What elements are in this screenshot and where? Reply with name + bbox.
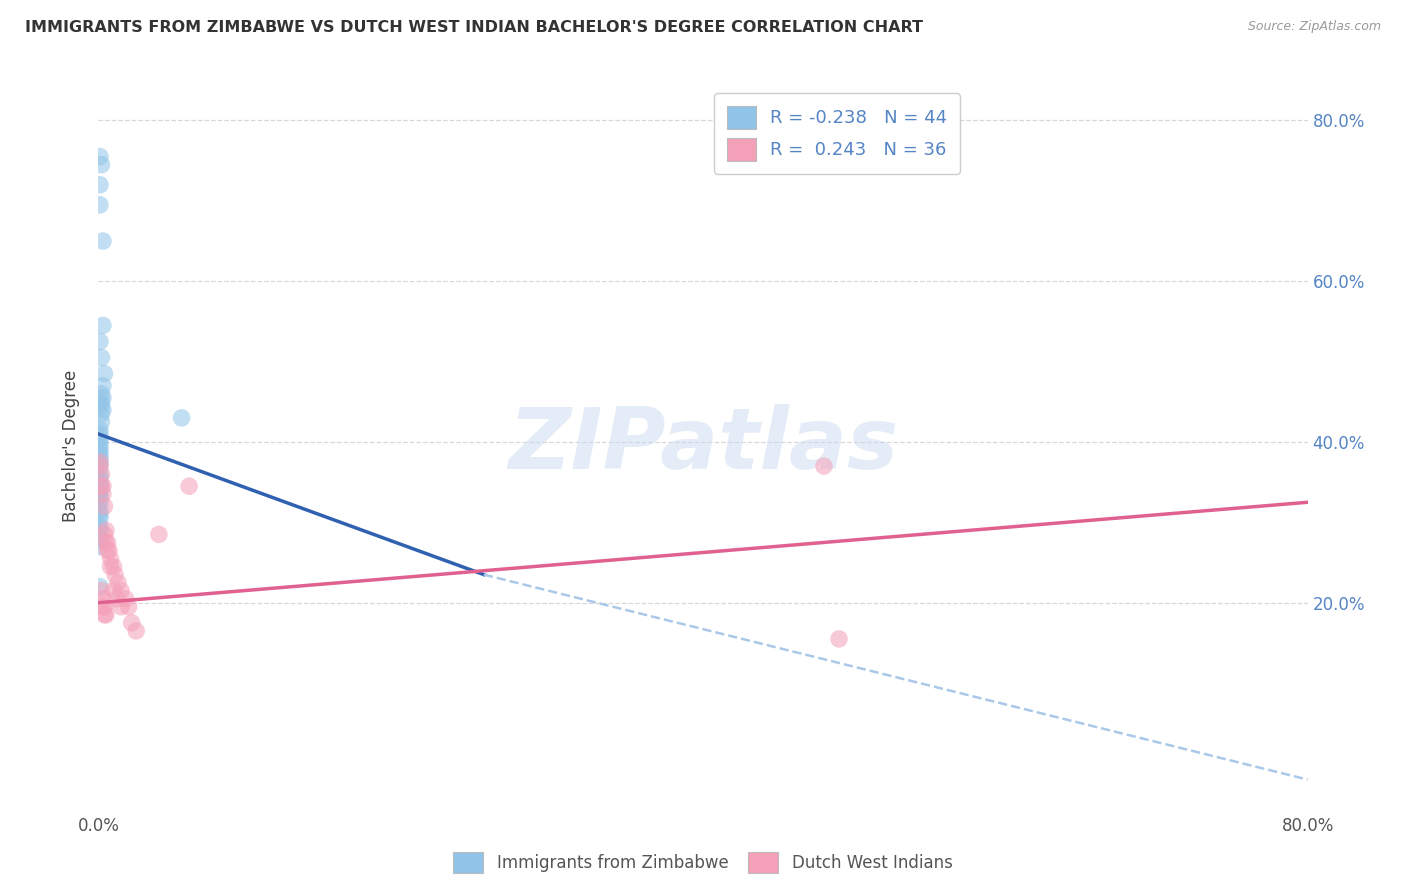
- Point: [121, 615, 143, 630]
- Point: [89, 431, 111, 445]
- Point: [89, 519, 111, 533]
- Point: [89, 198, 111, 212]
- Point: [89, 451, 111, 466]
- Point: [89, 439, 111, 453]
- Point: [90, 407, 112, 421]
- Point: [90, 415, 112, 429]
- Point: [90, 351, 112, 365]
- Point: [148, 527, 170, 541]
- Point: [91, 487, 114, 501]
- Point: [105, 591, 128, 606]
- Point: [110, 599, 132, 614]
- Point: [89, 487, 111, 501]
- Point: [179, 479, 201, 493]
- Point: [89, 434, 111, 449]
- Point: [93, 367, 115, 381]
- Point: [89, 503, 111, 517]
- Point: [90, 158, 112, 172]
- Point: [104, 567, 127, 582]
- Point: [91, 378, 114, 392]
- Text: Source: ZipAtlas.com: Source: ZipAtlas.com: [1247, 20, 1381, 33]
- Point: [91, 591, 114, 606]
- Point: [107, 575, 129, 590]
- Y-axis label: Bachelor's Degree: Bachelor's Degree: [62, 370, 80, 522]
- Point: [110, 583, 132, 598]
- Point: [89, 511, 111, 525]
- Point: [91, 391, 114, 405]
- Point: [89, 479, 111, 493]
- Text: ZIPatlas: ZIPatlas: [508, 404, 898, 488]
- Point: [89, 150, 111, 164]
- Point: [89, 495, 111, 509]
- Point: [89, 459, 111, 474]
- Point: [89, 426, 111, 441]
- Point: [89, 508, 111, 522]
- Point: [89, 423, 111, 437]
- Point: [91, 479, 114, 493]
- Point: [89, 447, 111, 461]
- Point: [90, 467, 112, 482]
- Point: [91, 599, 114, 614]
- Point: [103, 559, 125, 574]
- Point: [100, 551, 122, 566]
- Point: [93, 599, 115, 614]
- Point: [96, 543, 118, 558]
- Point: [90, 394, 112, 409]
- Point: [89, 483, 111, 498]
- Point: [89, 471, 111, 485]
- Point: [118, 599, 141, 614]
- Point: [100, 559, 122, 574]
- Point: [813, 459, 835, 474]
- Point: [89, 178, 111, 192]
- Point: [89, 532, 111, 546]
- Point: [89, 334, 111, 349]
- Point: [93, 527, 115, 541]
- Point: [103, 583, 125, 598]
- Point: [125, 624, 148, 638]
- Point: [89, 540, 111, 554]
- Point: [114, 591, 136, 606]
- Text: IMMIGRANTS FROM ZIMBABWE VS DUTCH WEST INDIAN BACHELOR'S DEGREE CORRELATION CHAR: IMMIGRANTS FROM ZIMBABWE VS DUTCH WEST I…: [25, 20, 924, 35]
- Point: [90, 479, 112, 493]
- Point: [89, 467, 111, 482]
- Point: [94, 524, 117, 538]
- Point: [89, 475, 111, 490]
- Point: [94, 607, 117, 622]
- Point: [90, 583, 112, 598]
- Point: [170, 410, 193, 425]
- Point: [93, 607, 115, 622]
- Point: [89, 455, 111, 469]
- Point: [91, 234, 114, 248]
- Point: [89, 491, 111, 506]
- Point: [91, 318, 114, 333]
- Point: [96, 535, 118, 549]
- Point: [89, 524, 111, 538]
- Legend: Immigrants from Zimbabwe, Dutch West Indians: Immigrants from Zimbabwe, Dutch West Ind…: [447, 846, 959, 880]
- Point: [89, 459, 111, 474]
- Point: [94, 535, 117, 549]
- Point: [828, 632, 851, 646]
- Point: [91, 402, 114, 417]
- Point: [93, 500, 115, 514]
- Point: [90, 399, 112, 413]
- Point: [89, 580, 111, 594]
- Point: [98, 543, 121, 558]
- Point: [89, 455, 111, 469]
- Point: [90, 386, 112, 401]
- Point: [89, 443, 111, 458]
- Legend: R = -0.238   N = 44, R =  0.243   N = 36: R = -0.238 N = 44, R = 0.243 N = 36: [714, 93, 960, 174]
